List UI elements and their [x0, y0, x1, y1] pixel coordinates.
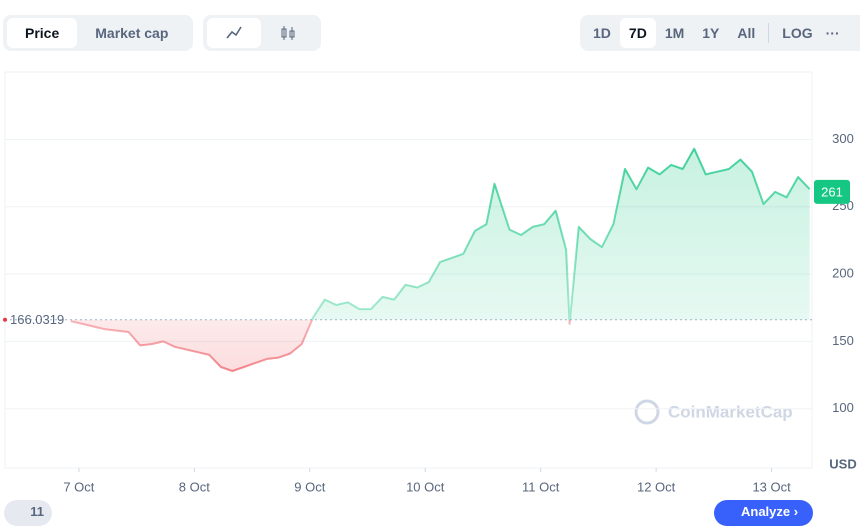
x-tick-label: 13 Oct	[752, 479, 791, 494]
watermark: CoinMarketCap	[634, 399, 793, 425]
y-tick-label: 250	[832, 198, 854, 213]
zoom-count: 11	[30, 504, 44, 519]
price-area	[70, 148, 810, 371]
line-chart-button[interactable]	[207, 18, 261, 48]
line-icon	[226, 26, 242, 39]
currency-label: USD	[829, 456, 856, 471]
x-tick-label: 7 Oct	[63, 479, 94, 494]
candle-chart-button[interactable]	[261, 18, 315, 48]
price-line	[70, 147, 811, 372]
x-tick-label: 10 Oct	[406, 479, 445, 494]
range-button[interactable]: 1D	[593, 25, 611, 41]
zoom-badge[interactable]: 11	[4, 500, 52, 526]
price-toggle: Price Market cap	[3, 15, 193, 51]
watermark-text: CoinMarketCap	[668, 402, 793, 421]
log-button[interactable]: LOG	[782, 25, 813, 41]
range-button[interactable]: 1Y	[702, 25, 720, 41]
candle-icon	[281, 26, 295, 40]
baseline-label: 166.0319	[10, 312, 64, 327]
price-tag	[814, 179, 850, 204]
y-tick-label: 150	[832, 333, 854, 348]
range-buttons: 1D 7D 1M 1Y All	[584, 18, 764, 48]
y-tick-label: 300	[832, 131, 854, 146]
x-tick-label: 9 Oct	[294, 479, 325, 494]
more-button[interactable]: ···	[825, 25, 840, 41]
divider	[768, 23, 770, 43]
chart-type-toggle	[203, 15, 321, 51]
baseline-dot	[3, 317, 7, 322]
x-tick-label: 12 Oct	[637, 479, 676, 494]
y-tick-label: 100	[832, 400, 854, 415]
range-button[interactable]: All	[737, 25, 756, 41]
x-tick-label: 8 Oct	[179, 479, 210, 494]
x-tick-label: 11 Oct	[522, 479, 560, 494]
analyze-label: Analyze	[741, 504, 791, 519]
plot-frame	[4, 71, 813, 469]
range-button[interactable]: 1M	[664, 25, 685, 41]
range-button[interactable]: 7D	[619, 18, 656, 48]
price-tag-label: 261	[821, 184, 843, 199]
market-cap-tab[interactable]: Market cap	[95, 25, 169, 41]
range-toggle: 1D 7D 1M 1Y All LOG ···	[580, 15, 860, 51]
analyze-button[interactable]: Analyze ›	[714, 500, 813, 526]
y-tick-label: 200	[832, 265, 854, 280]
price-tab[interactable]: Price	[7, 18, 78, 48]
